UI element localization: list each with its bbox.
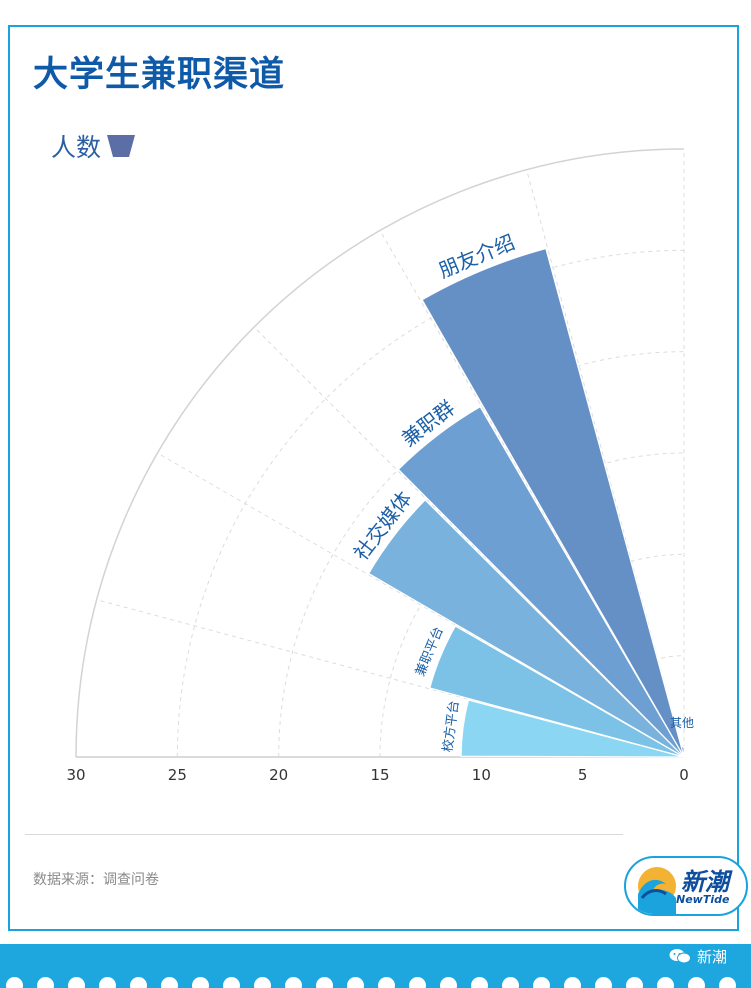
scallop-dot xyxy=(502,977,519,988)
category-label: 校方平台 xyxy=(440,700,463,754)
scallop-dot xyxy=(409,977,426,988)
grid-ring xyxy=(582,655,685,758)
scallop-dot xyxy=(254,977,271,988)
scallop-dot xyxy=(161,977,178,988)
data-source: 数据来源：调查问卷 xyxy=(33,872,159,888)
category-label: 其他 xyxy=(670,716,694,730)
scallop-dot xyxy=(626,977,643,988)
scallop-dot xyxy=(285,977,302,988)
bar-3 xyxy=(397,405,685,758)
radial-tick-label: 15 xyxy=(370,766,389,784)
wave-icon xyxy=(638,867,676,914)
grid-spoke xyxy=(96,599,685,758)
scallop-dot xyxy=(564,977,581,988)
radial-tick-label: 25 xyxy=(168,766,187,784)
scallop-dot xyxy=(223,977,240,988)
scallop-dot xyxy=(130,977,147,988)
radial-tick-label: 0 xyxy=(679,766,689,784)
scallop-dot xyxy=(316,977,333,988)
scallop-dot xyxy=(6,977,23,988)
scallop-dot xyxy=(378,977,395,988)
scallop-dot xyxy=(471,977,488,988)
scallop-dot xyxy=(440,977,457,988)
scallop-dot xyxy=(595,977,612,988)
grid-spoke xyxy=(157,452,685,758)
scallop-dot xyxy=(347,977,364,988)
bottom-band: 新潮 xyxy=(0,944,751,988)
card-frame xyxy=(8,25,739,931)
divider xyxy=(25,834,623,835)
wechat-label: 新潮 xyxy=(696,947,727,966)
grid-spoke xyxy=(253,326,685,758)
grid-ring xyxy=(480,553,685,758)
wechat-icon xyxy=(669,949,691,964)
scallop-dot xyxy=(657,977,674,988)
grid-ring xyxy=(176,249,685,758)
grid-spoke xyxy=(379,230,685,758)
scallop-dots xyxy=(0,977,751,988)
wechat-account: 新潮 xyxy=(669,944,727,968)
scallop-dot xyxy=(719,977,736,988)
scallop-dot xyxy=(68,977,85,988)
grid-spoke xyxy=(526,169,685,758)
chart-title: 大学生兼职渠道 xyxy=(33,55,286,95)
scallop-dot xyxy=(688,977,705,988)
radial-tick-label: 10 xyxy=(472,766,491,784)
scallop-dot xyxy=(533,977,550,988)
radial-tick-label: 5 xyxy=(578,766,588,784)
newtide-logo: 新潮 NewTide xyxy=(624,856,748,916)
bar-2 xyxy=(367,499,685,758)
logo-subtext: NewTide xyxy=(676,893,730,906)
bar-1 xyxy=(429,625,685,758)
bar-4 xyxy=(421,247,685,758)
grid-ring xyxy=(75,148,685,758)
radial-tick-label: 30 xyxy=(66,766,85,784)
legend-swatch-icon xyxy=(107,135,136,157)
bar-5 xyxy=(680,746,685,758)
logo-text: 新潮 xyxy=(681,868,729,896)
legend-label: 人数 xyxy=(51,133,102,162)
radial-tick-label: 20 xyxy=(269,766,288,784)
scallop-dot xyxy=(37,977,54,988)
scallop-dot xyxy=(99,977,116,988)
bar-0 xyxy=(460,699,685,758)
legend: 人数 xyxy=(51,128,136,164)
scallop-dot xyxy=(192,977,209,988)
